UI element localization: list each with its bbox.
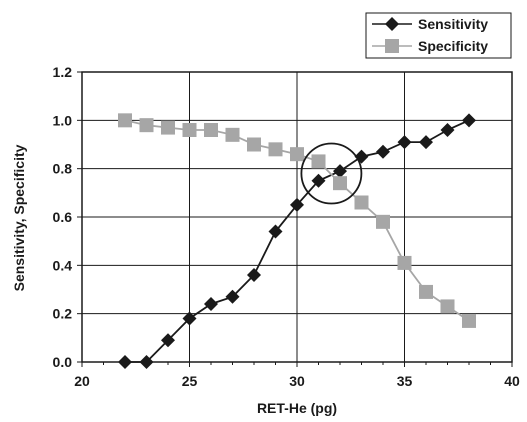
x-tick-label: 35 (397, 373, 413, 389)
point-specificity (397, 255, 412, 270)
point-sensitivity (139, 355, 154, 369)
point-sensitivity (290, 197, 304, 212)
x-tick-label: 40 (504, 373, 520, 389)
y-tick-label: 0.8 (53, 161, 73, 177)
plot-frame (81, 71, 513, 363)
y-tick-label: 0.6 (53, 209, 73, 225)
x-tick-label: 30 (289, 373, 305, 389)
point-specificity (161, 120, 175, 135)
point-sensitivity (182, 311, 197, 326)
point-sensitivity (419, 135, 433, 150)
point-specificity (376, 214, 390, 229)
legend-marker-specificity (385, 39, 399, 53)
grid (82, 72, 512, 362)
y-tick-label: 0.0 (53, 354, 73, 370)
point-specificity (139, 118, 154, 133)
point-specificity (290, 147, 304, 162)
point-specificity (182, 123, 197, 137)
y-axis-label: Sensitivity, Specificity (11, 144, 27, 291)
x-axis-label: RET-He (pg) (257, 400, 337, 416)
point-specificity (419, 284, 433, 299)
point-specificity (462, 313, 476, 328)
point-sensitivity (204, 297, 218, 311)
crossover-circle (300, 142, 363, 205)
series-layer (118, 113, 476, 369)
point-sensitivity (161, 333, 175, 348)
legend-label-sensitivity: Sensitivity (418, 16, 488, 32)
tick-labels: 20 25 30 35 40 0.0 0.2 0.4 0.6 0.8 1.0 1.2 (53, 64, 520, 389)
legend-marker-sensitivity (385, 17, 399, 31)
point-specificity (225, 127, 240, 142)
point-sensitivity (440, 123, 455, 137)
point-sensitivity (376, 144, 390, 159)
point-specificity (118, 113, 132, 128)
point-specificity (247, 137, 261, 152)
point-sensitivity (118, 355, 132, 369)
point-sensitivity (268, 224, 283, 239)
x-tick-label: 25 (182, 373, 198, 389)
y-tick-label: 1.2 (53, 64, 73, 80)
point-sensitivity (311, 173, 326, 188)
y-tick-label: 0.2 (53, 306, 73, 322)
legend: Sensitivity Specificity (365, 12, 512, 59)
point-specificity (440, 299, 455, 314)
y-tick-label: 0.4 (53, 257, 73, 273)
point-sensitivity (247, 268, 261, 282)
point-specificity (354, 195, 369, 210)
point-sensitivity (397, 135, 412, 150)
annotation-layer (300, 142, 363, 205)
point-specificity (268, 142, 283, 157)
y-tick-label: 1.0 (53, 112, 73, 128)
legend-label-specificity: Specificity (418, 38, 488, 54)
point-specificity (311, 154, 326, 169)
point-specificity (204, 123, 218, 137)
axes (77, 71, 513, 367)
x-tick-label: 20 (74, 373, 90, 389)
point-sensitivity (225, 289, 240, 304)
point-specificity (333, 176, 347, 191)
point-sensitivity (333, 164, 347, 179)
point-sensitivity (462, 113, 476, 128)
